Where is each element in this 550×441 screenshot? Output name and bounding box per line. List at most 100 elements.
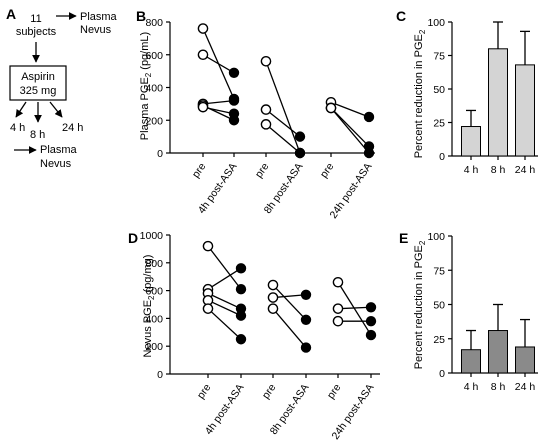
pre-point [325, 102, 337, 114]
pair-line [272, 284, 307, 321]
post-point [300, 342, 312, 353]
y-tick-label: 800 [145, 17, 163, 29]
panel-a-schematic: A 11 subjects Plasma Nevus Aspirin 325 m… [6, 6, 118, 170]
nevus-label-2: Nevus [40, 158, 72, 170]
bar [515, 64, 535, 157]
panel-e-ylabel: Percent reduction in PGE2 [413, 240, 427, 369]
post-point [235, 284, 247, 295]
time-4h: 4 h [10, 122, 25, 134]
pre-point [260, 56, 272, 67]
y-tick-label: 400 [145, 83, 163, 95]
pair-line [207, 292, 242, 310]
post-point [365, 329, 377, 341]
pair-line [330, 101, 370, 118]
panel-a-letter: A [6, 6, 16, 22]
post-point [235, 263, 247, 274]
y-tick-label: 25 [433, 334, 445, 346]
x-tick-label: pre [253, 161, 272, 180]
pair-line [337, 281, 372, 336]
pair-line [207, 267, 242, 290]
pre-point [332, 276, 344, 288]
x-tick-label: pre [260, 382, 279, 401]
pair-line [330, 107, 370, 147]
panel-b-letter: B [136, 8, 146, 24]
post-point [235, 334, 247, 345]
post-point [235, 310, 247, 321]
y-tick-label: 600 [145, 50, 163, 62]
bar [488, 48, 508, 157]
y-tick-label: 75 [433, 51, 445, 63]
panel-b-chart: B Plasma PGE2 (pg/mL) 0200400600800pre4h… [136, 8, 375, 221]
y-tick-label: 0 [157, 369, 163, 381]
bar [461, 126, 481, 157]
x-tick-label: 4 h [464, 164, 479, 176]
time-24h: 24 h [62, 122, 83, 134]
pre-point [332, 303, 344, 314]
pre-point [197, 101, 209, 113]
arrow-4h-icon [15, 101, 27, 118]
pair-line [330, 107, 370, 154]
panel-c-ylabel: Percent reduction in PGE2 [413, 29, 427, 158]
post-point [365, 302, 377, 313]
pair-line [265, 109, 301, 138]
panel-d-ylabel: Nevus PGE2 (pg/mg) [142, 255, 156, 358]
panel-d-letter: D [128, 230, 138, 246]
x-tick-label: pre [195, 382, 214, 401]
panel-e-chart: E Percent reduction in PGE2 0 25 50 75 100 4 … [399, 230, 538, 393]
pre-point [202, 303, 214, 314]
plasma-label: Plasma [80, 11, 118, 23]
y-tick-label: 50 [433, 84, 445, 96]
x-tick-label: 8 h [491, 164, 506, 176]
post-point [365, 315, 377, 327]
pre-point [267, 279, 279, 291]
pair-line [265, 61, 301, 154]
post-point [294, 147, 306, 159]
y-tick-label: 0 [439, 368, 445, 380]
x-tick-label: pre [318, 161, 337, 180]
subjects-count: 11 [30, 13, 41, 25]
panel-b-ylabel: Plasma PGE2 (pg/mL) [139, 32, 153, 140]
post-point [228, 108, 240, 119]
post-point [294, 131, 306, 142]
pair-line [207, 245, 242, 290]
time-8h: 8 h [30, 129, 45, 141]
post-point [228, 67, 240, 78]
y-tick-label: 75 [433, 265, 445, 277]
panel-d-chart: D Nevus PGE2 (pg/mg) 0 200 400 600 800 1000 pr… [128, 230, 380, 441]
pre-point [202, 240, 214, 252]
post-point [228, 95, 240, 106]
pre-point [267, 292, 279, 303]
subjects-label: subjects [16, 26, 57, 38]
bar [461, 349, 481, 374]
pair-line [337, 306, 372, 310]
post-point [363, 111, 375, 123]
y-tick-label: 100 [427, 17, 445, 29]
aspirin-name: Aspirin [21, 71, 55, 83]
panel-e-letter: E [399, 230, 408, 246]
pre-point [260, 119, 272, 130]
y-tick-label: 0 [439, 151, 445, 163]
x-tick-label: 24 h [515, 164, 536, 176]
y-tick-label: 200 [145, 115, 163, 127]
y-tick-label: 50 [433, 300, 445, 312]
aspirin-dose: 325 mg [20, 85, 57, 97]
panel-c-chart: C Percent reduction in PGE2 0 25 50 75 100 4 … [396, 8, 538, 176]
pair-line [207, 299, 242, 317]
plasma-label-2: Plasma [40, 144, 78, 156]
y-tick-label: 600 [145, 286, 163, 298]
bar [515, 346, 535, 374]
pair-line [265, 123, 301, 154]
y-tick-label: 0 [157, 148, 163, 160]
pre-point [197, 23, 209, 34]
pair-line [202, 54, 235, 74]
post-point [300, 314, 312, 325]
nevus-label: Nevus [80, 24, 112, 36]
x-tick-label: 8 h [491, 381, 506, 393]
x-tick-label: 24 h [515, 381, 536, 393]
pair-line [272, 308, 307, 349]
panel-c-letter: C [396, 8, 406, 24]
y-tick-label: 200 [145, 341, 163, 353]
pre-point [332, 315, 344, 327]
x-tick-label: pre [325, 382, 344, 401]
pre-point [197, 49, 209, 61]
